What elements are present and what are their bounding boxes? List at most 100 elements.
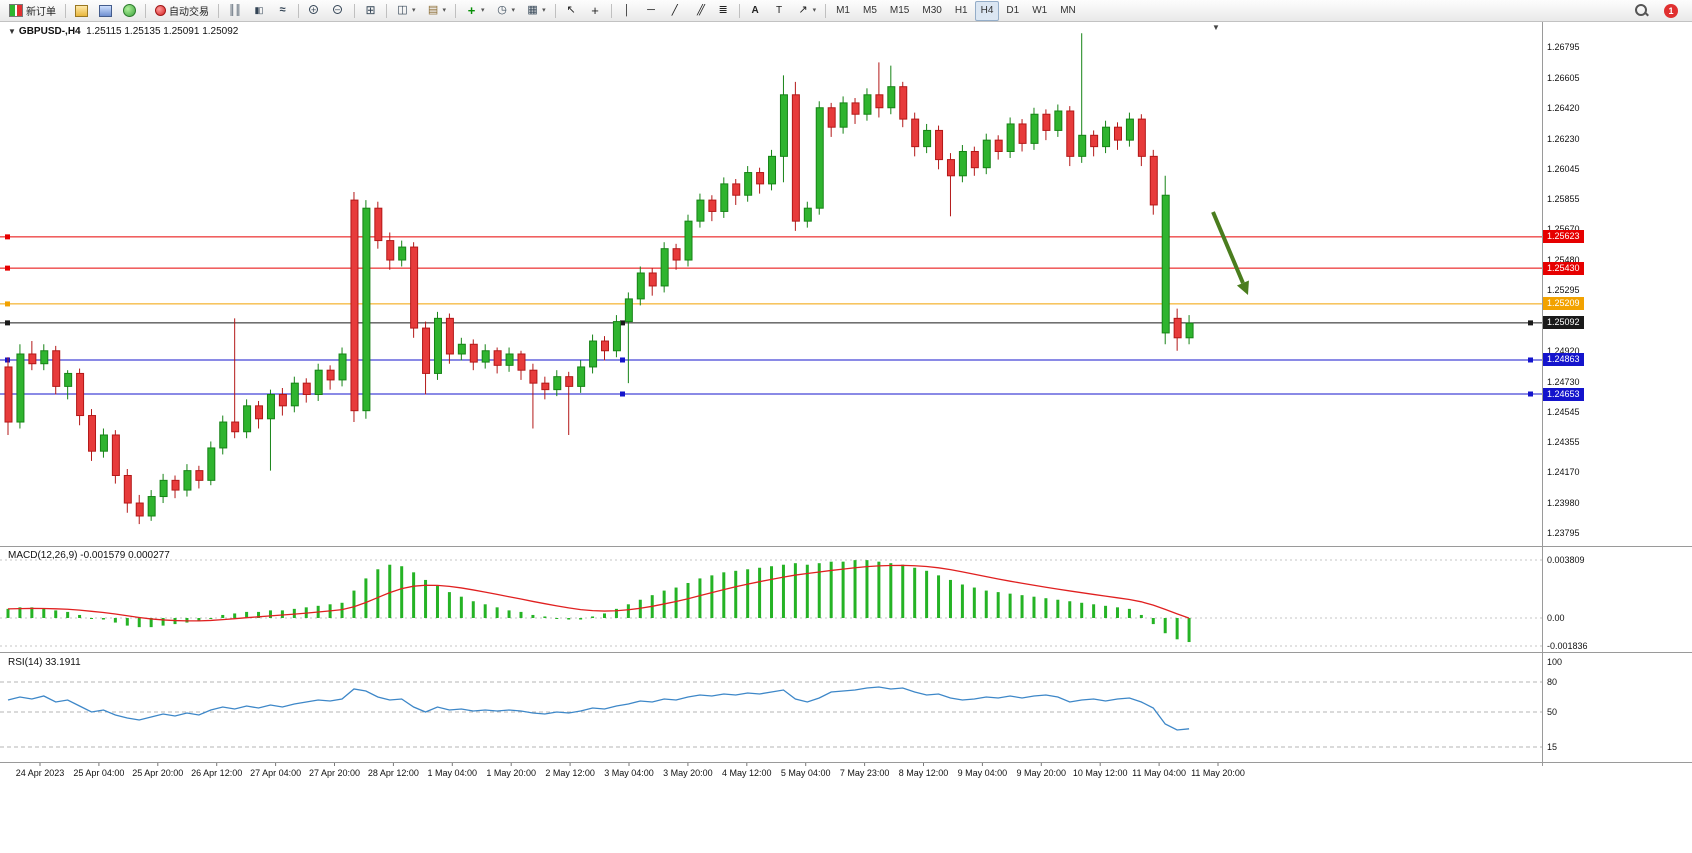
toolbar-separator	[738, 3, 740, 18]
zoom-out-button[interactable]	[327, 1, 350, 21]
notification-badge[interactable]: 1	[1664, 3, 1678, 18]
vertical-line-button[interactable]	[616, 1, 639, 21]
new-chart-icon	[396, 4, 409, 17]
tile-windows-button[interactable]	[359, 1, 382, 21]
indicators-button[interactable]: ▾	[460, 1, 490, 21]
line-chart-button[interactable]	[271, 1, 294, 21]
zoom-in-button[interactable]	[303, 1, 326, 21]
macd-title: MACD(12,26,9) -0.001579 0.000277	[8, 550, 170, 561]
price-axis-label: 1.23980	[1547, 498, 1580, 509]
timeframe-h4-button[interactable]: H4	[974, 0, 1000, 21]
timeframe-h1-button[interactable]: H1	[949, 1, 974, 21]
templates-button[interactable]: ▾	[521, 1, 551, 21]
navigator-icon	[123, 4, 136, 17]
price-axis-label: 1.24355	[1547, 437, 1580, 448]
timeframe-d1-button[interactable]: D1	[1000, 1, 1025, 21]
timeframe-mn-button[interactable]: MN	[1054, 1, 1082, 21]
horizontal-line-button[interactable]	[640, 1, 663, 21]
time-axis-label: 5 May 04:00	[780, 768, 831, 778]
rsi-axis-label: 80	[1547, 676, 1558, 687]
navigator-button[interactable]	[118, 1, 141, 21]
price-axis-label: 1.24730	[1547, 376, 1580, 387]
price-axis-label: 1.25855	[1547, 194, 1580, 205]
timeframe-m30-button[interactable]: M30	[916, 1, 947, 21]
price-axis-line	[1542, 21, 1543, 766]
new-chart-button[interactable]: ▾	[391, 1, 421, 21]
horizontal-line-1.24863[interactable]	[0, 357, 1542, 363]
price-axis-label: 1.23795	[1547, 528, 1580, 538]
horizontal-line-1.24653[interactable]	[0, 391, 1542, 397]
price-axis-label: 1.25480	[1547, 255, 1580, 266]
toolbar-separator	[145, 3, 146, 18]
autotrade-icon	[155, 5, 166, 16]
timeframe-w1-button[interactable]: W1	[1026, 1, 1053, 21]
one-click-caret-icon[interactable]: ▼	[8, 27, 16, 36]
horizontal-line-1.25209[interactable]	[0, 301, 1542, 307]
label-button[interactable]	[768, 1, 791, 21]
rsi-axis-label: 50	[1547, 706, 1558, 717]
horizontal-line-1.25430[interactable]	[0, 265, 1542, 271]
channel-button[interactable]	[688, 1, 711, 21]
cursor-button[interactable]	[560, 1, 583, 21]
caret-down-icon: ▾	[412, 6, 416, 14]
timeframe-h1-button-label: H1	[954, 5, 968, 16]
auto-trading-button[interactable]: 自动交易	[150, 1, 214, 21]
search-button[interactable]	[1629, 1, 1654, 21]
text-button[interactable]	[744, 1, 767, 21]
vline-icon	[621, 4, 634, 17]
time-axis-label: 25 Apr 20:00	[132, 768, 184, 778]
caret-down-icon: ▾	[812, 6, 817, 14]
time-axis-label: 9 May 04:00	[957, 768, 1008, 778]
toolbar-separator	[218, 3, 219, 18]
toolbar-right: 1	[1629, 1, 1688, 21]
price-axis-label: 1.26045	[1547, 163, 1580, 174]
zoom-in-icon	[308, 4, 321, 17]
trendline-button[interactable]	[664, 1, 687, 21]
time-axis-label: 24 Apr 2023	[15, 768, 65, 778]
new-order-button[interactable]: 新订单	[4, 1, 61, 21]
price-level-badge: 1.24863	[1543, 353, 1584, 367]
time-axis-label: 8 May 12:00	[898, 768, 949, 778]
rsi-title: RSI(14) 33.1911	[8, 657, 81, 668]
time-axis-label: 10 May 12:00	[1072, 768, 1128, 778]
timeframe-mn-button-label: MN	[1060, 5, 1076, 16]
periods-button[interactable]: ▾	[491, 1, 521, 21]
price-axis-label: 1.26420	[1547, 102, 1580, 113]
timeframe-m1-button[interactable]: M1	[830, 1, 856, 21]
arrows-button[interactable]: ▾	[792, 1, 822, 21]
arrow-annotation[interactable]	[1211, 211, 1249, 295]
time-axis-label: 3 May 04:00	[604, 768, 654, 778]
toolbar-separator	[825, 3, 827, 18]
fibonacci-button[interactable]	[712, 1, 735, 21]
chart-shift-marker[interactable]: ▼	[1212, 23, 1220, 32]
timeframe-m15-button[interactable]: M15	[884, 1, 915, 21]
profiles-button[interactable]: ▾	[422, 1, 452, 21]
bar-chart-icon	[228, 4, 241, 17]
current-price-badge: 1.25092	[1543, 316, 1584, 330]
horizontal-line-1.25623[interactable]	[0, 234, 1542, 240]
timeframe-d1-button-label: D1	[1006, 5, 1020, 16]
arrows-icon	[797, 4, 810, 17]
time-axis-label: 4 May 12:00	[722, 768, 772, 778]
rsi-axis-label: 15	[1547, 741, 1558, 752]
candlestick-button[interactable]	[247, 1, 270, 21]
time-axis-label: 28 Apr 12:00	[367, 768, 419, 778]
timeframe-m5-button-label: M5	[863, 5, 877, 16]
caret-down-icon: ▾	[481, 6, 485, 14]
auto-trading-button-label: 自动交易	[169, 7, 209, 18]
panel-separator[interactable]	[0, 546, 1692, 547]
data-window-button[interactable]	[94, 1, 117, 21]
timeframe-m5-button[interactable]: M5	[857, 1, 883, 21]
price-level-badge: 1.25209	[1543, 297, 1584, 311]
bar-chart-button[interactable]	[223, 1, 246, 21]
panel-separator[interactable]	[0, 652, 1692, 653]
rsi-line	[7, 686, 1190, 731]
crosshair-button[interactable]	[584, 1, 607, 21]
text-icon	[749, 4, 762, 17]
horizontal-line-1.25092[interactable]	[0, 320, 1542, 326]
ohlc-values: 1.25115 1.25135 1.25091 1.25092	[86, 26, 239, 37]
charts-button[interactable]	[70, 1, 93, 21]
toolbar-separator	[298, 3, 299, 18]
